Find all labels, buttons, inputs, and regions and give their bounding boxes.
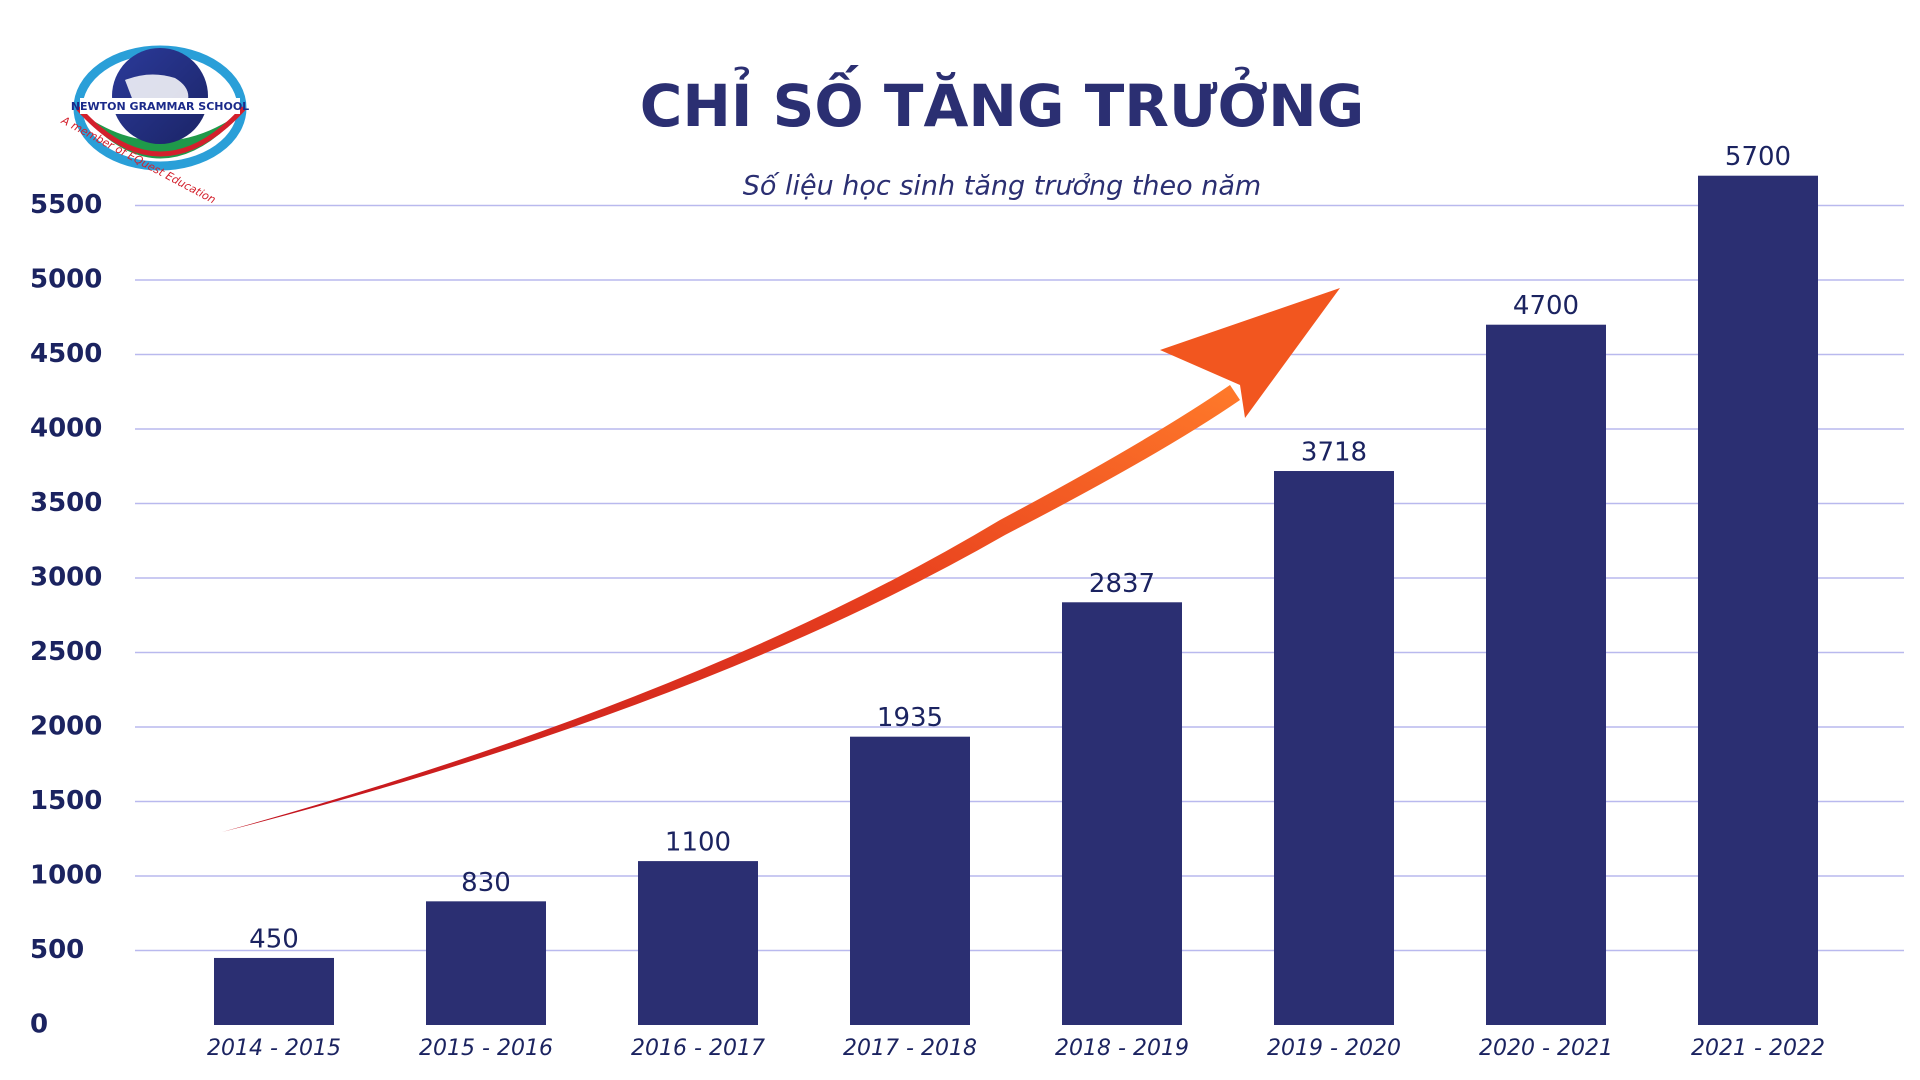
bar: [850, 736, 970, 1025]
value-label: 1935: [877, 703, 943, 733]
chart-subtitle: Số liệu học sinh tăng trưởng theo năm: [743, 171, 1261, 202]
y-tick-label: 3000: [30, 563, 102, 593]
value-label: 830: [461, 868, 511, 898]
bar: [1698, 175, 1818, 1025]
y-tick-label: 4000: [30, 414, 102, 444]
value-label: 3718: [1301, 438, 1367, 468]
x-tick-label: 2014 - 2015: [207, 1036, 341, 1061]
y-tick-label: 3500: [30, 488, 102, 518]
trend-arrow: [222, 288, 1340, 832]
y-tick-label: 500: [30, 935, 84, 965]
x-tick-label: 2021 - 2022: [1691, 1036, 1825, 1061]
x-tick-label: 2018 - 2019: [1055, 1036, 1189, 1061]
x-tick-label: 2015 - 2016: [419, 1036, 553, 1061]
x-tick-label: 2019 - 2020: [1267, 1036, 1401, 1061]
bar: [214, 957, 334, 1025]
logo: NEWTON GRAMMAR SCHOOL A member of EQuest…: [58, 45, 249, 206]
y-tick-label: 1500: [30, 786, 102, 816]
x-tick-label: 2020 - 2021: [1479, 1036, 1613, 1061]
x-tick-label: 2016 - 2017: [631, 1036, 765, 1061]
bar: [1486, 324, 1606, 1025]
value-label: 1100: [665, 828, 731, 858]
y-tick-label: 1000: [30, 861, 102, 891]
value-label: 2837: [1089, 569, 1155, 599]
bar: [426, 901, 546, 1025]
bar: [1274, 471, 1394, 1025]
y-tick-label: 2500: [30, 637, 102, 667]
y-tick-label: 5500: [30, 190, 102, 220]
chart-title: CHỈ SỐ TĂNG TRƯỞNG: [640, 64, 1364, 140]
logo-name: NEWTON GRAMMAR SCHOOL: [71, 100, 249, 113]
value-label: 5700: [1725, 142, 1791, 172]
y-tick-label: 2000: [30, 712, 102, 742]
bar: [638, 861, 758, 1025]
y-tick-label: 4500: [30, 339, 102, 369]
y-tick-label: 5000: [30, 265, 102, 295]
plot: 0 500 1000 1500 2000 2500 3000 3500 4000 4500 5000…: [30, 142, 1904, 1061]
x-tick-label: 2017 - 2018: [843, 1036, 977, 1061]
y-tick-label: 0: [30, 1010, 48, 1040]
value-label: 4700: [1513, 291, 1579, 321]
value-label: 450: [249, 924, 299, 954]
bar: [1062, 602, 1182, 1025]
